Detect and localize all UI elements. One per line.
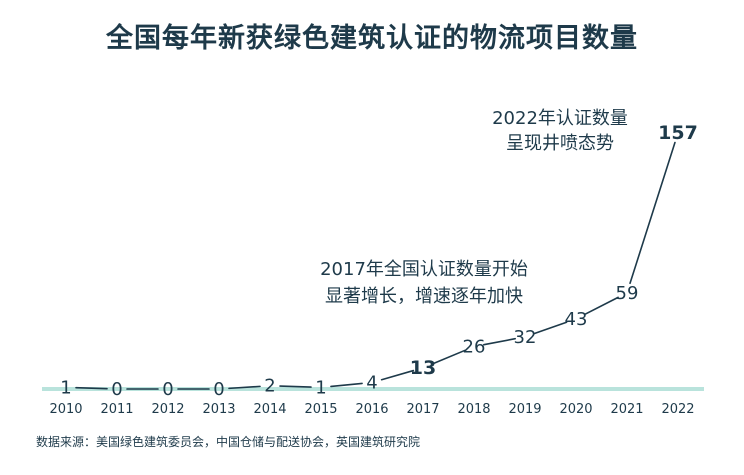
data-label-2014: 2 [264,376,275,397]
series-line-segment [330,382,363,388]
series-line-segment [533,321,568,335]
data-label-2017: 13 [410,357,436,379]
x-tick-label-2016: 2016 [355,402,388,417]
annotation-2-line-2: 显著增长，增速逐年加快 [325,286,523,307]
x-tick-label-2018: 2018 [457,402,490,417]
data-label-2016: 4 [366,372,377,393]
data-label-2012: 0 [162,379,173,400]
series-line-segment [584,296,619,316]
data-source-note: 数据来源：美国绿色建筑委员会，中国仓储与配送协会，英国建筑研究院 [36,435,421,449]
chart-title: 全国每年新获绿色建筑认证的物流项目数量 [106,23,638,54]
annotation-2-line-1: 2017年全国认证数量开始 [320,259,528,280]
series-line-segment [431,349,466,365]
x-axis-baseline [42,387,704,391]
data-label-2018: 26 [463,337,486,358]
x-tick-label-2011: 2011 [100,402,133,417]
data-label-2019: 32 [514,327,537,348]
x-tick-label-2019: 2019 [508,402,541,417]
x-tick-label-2015: 2015 [304,402,337,417]
data-label-2015: 1 [315,377,326,398]
data-label-2021: 59 [616,283,639,304]
series-line-segment [75,386,108,390]
x-tick-label-2021: 2021 [610,402,643,417]
series-line-segment [629,141,676,285]
x-tick-label-2022: 2022 [661,402,694,417]
x-tick-label-2014: 2014 [253,402,286,417]
series-line-segment [380,369,415,381]
series-line-segment [228,385,261,390]
x-tick-label-2010: 2010 [49,402,82,417]
x-tick-label-2012: 2012 [151,402,184,417]
annotation-1-line-1: 2022年认证数量 [492,108,628,129]
data-label-2022: 157 [658,122,698,144]
x-tick-label-2013: 2013 [202,402,235,417]
annotation-1-line-2: 呈现井喷态势 [506,133,614,154]
data-label-2013: 0 [213,379,224,400]
x-tick-label-2020: 2020 [559,402,592,417]
data-label-2011: 0 [111,379,122,400]
series-line-segment [483,337,516,346]
data-label-2020: 43 [565,309,588,330]
series-line-segment [279,385,312,388]
x-tick-label-2017: 2017 [406,402,439,417]
data-label-2010: 1 [60,377,71,398]
